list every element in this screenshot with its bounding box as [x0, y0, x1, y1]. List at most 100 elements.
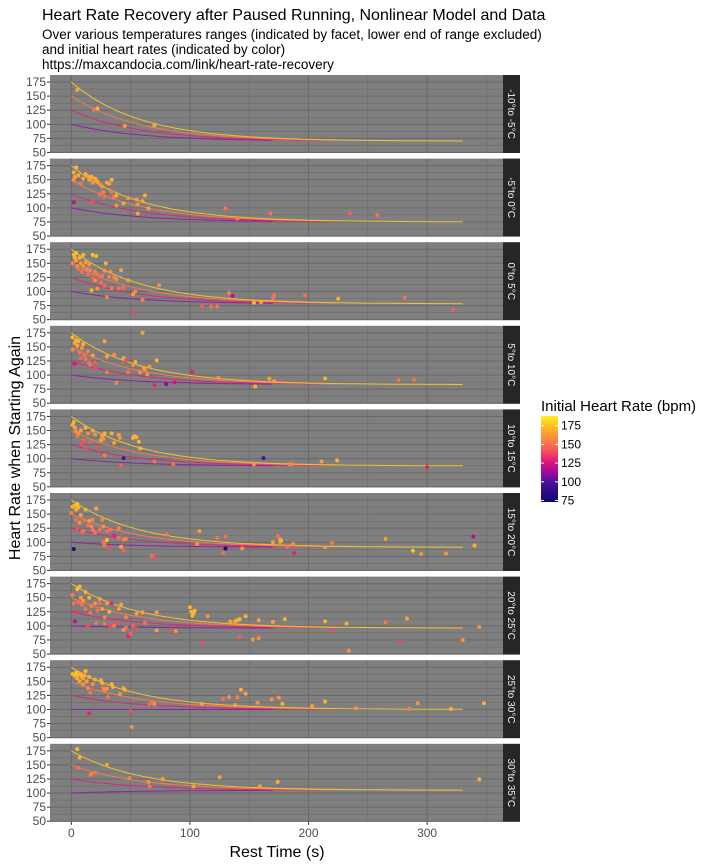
- data-point: [131, 310, 136, 315]
- data-point: [77, 755, 82, 760]
- data-point: [146, 779, 151, 784]
- data-point: [270, 619, 275, 624]
- data-point: [375, 213, 380, 218]
- y-tick-label: 100: [26, 117, 46, 131]
- model-curve: [71, 750, 463, 791]
- data-point: [136, 439, 141, 444]
- x-tick-label: 100: [180, 826, 200, 840]
- data-point: [109, 431, 114, 436]
- legend-colorbar: [541, 416, 558, 502]
- data-point: [75, 587, 80, 592]
- data-point: [471, 534, 476, 539]
- data-point: [133, 626, 138, 631]
- facet-strip-label: 0°to 5°C: [505, 262, 516, 299]
- data-point: [72, 619, 77, 624]
- data-point: [276, 695, 281, 700]
- facet-strip-label: 25°to 30°C: [505, 675, 516, 724]
- data-point: [90, 517, 95, 522]
- y-tick-label: 175: [26, 744, 46, 758]
- y-tick-label: 50: [33, 480, 47, 494]
- data-point: [71, 601, 76, 606]
- data-point: [93, 677, 98, 682]
- facet-strip: [503, 409, 520, 488]
- y-tick-label: 125: [26, 187, 46, 201]
- data-point: [80, 346, 85, 351]
- data-point: [71, 200, 76, 205]
- data-point: [93, 601, 98, 606]
- data-point: [121, 201, 126, 206]
- y-tick-label: 125: [26, 772, 46, 786]
- y-tick-label: 125: [26, 103, 46, 117]
- data-point: [168, 628, 173, 633]
- panel-background: [50, 325, 503, 404]
- data-point: [259, 300, 264, 305]
- model-curve: [71, 625, 273, 629]
- data-point: [410, 548, 415, 553]
- data-point: [112, 533, 117, 538]
- data-point: [272, 293, 277, 298]
- data-point: [117, 691, 122, 696]
- y-tick-label: 50: [33, 313, 47, 327]
- y-tick-label: 175: [26, 660, 46, 674]
- data-point: [292, 550, 297, 555]
- facet-strip-label: 5°to 10°C: [505, 343, 516, 386]
- y-tick-label: 100: [26, 201, 46, 215]
- data-point: [77, 255, 82, 260]
- facet-strip: [503, 242, 520, 321]
- data-point: [101, 524, 106, 529]
- data-point: [88, 439, 93, 444]
- data-point: [117, 435, 122, 440]
- x-tick-label: 0: [68, 826, 75, 840]
- data-point: [126, 370, 131, 375]
- data-point: [232, 702, 237, 707]
- model-curve: [71, 680, 337, 710]
- data-point: [123, 625, 128, 630]
- data-point: [76, 431, 81, 436]
- data-point: [104, 601, 109, 606]
- data-point: [140, 330, 145, 335]
- data-point: [90, 682, 95, 687]
- data-point: [121, 548, 126, 553]
- data-point: [275, 534, 280, 539]
- data-point: [102, 194, 107, 199]
- data-point: [126, 278, 131, 283]
- data-point: [108, 545, 113, 550]
- data-point: [71, 547, 76, 552]
- data-point: [123, 358, 128, 363]
- data-point: [396, 378, 401, 383]
- data-point: [107, 609, 112, 614]
- data-point: [95, 106, 100, 111]
- data-point: [83, 425, 88, 430]
- data-point: [126, 196, 131, 201]
- data-point: [154, 358, 159, 363]
- y-tick-label: 50: [33, 731, 47, 745]
- data-point: [133, 360, 138, 365]
- data-point: [122, 687, 127, 692]
- data-point: [404, 616, 409, 621]
- data-point: [97, 192, 102, 197]
- data-point: [310, 704, 315, 709]
- data-point: [129, 724, 134, 729]
- panel-background: [50, 576, 503, 655]
- y-tick-label: 150: [26, 340, 46, 354]
- data-point: [323, 545, 328, 550]
- data-point: [348, 211, 353, 216]
- data-point: [237, 635, 242, 640]
- data-point: [81, 529, 86, 534]
- data-point: [114, 620, 119, 625]
- data-point: [71, 420, 76, 425]
- y-tick-label: 100: [26, 368, 46, 382]
- model-curve: [71, 109, 321, 141]
- chart-subtitle-line-2: and initial heart rates (indicated by co…: [42, 42, 285, 57]
- data-point: [397, 639, 402, 644]
- data-point: [87, 711, 92, 716]
- data-point: [282, 617, 287, 622]
- data-point: [77, 679, 82, 684]
- data-point: [80, 269, 85, 274]
- data-point: [173, 628, 178, 633]
- data-point: [109, 190, 114, 195]
- model-curve: [71, 694, 321, 710]
- data-point: [472, 543, 477, 548]
- data-point: [114, 277, 119, 282]
